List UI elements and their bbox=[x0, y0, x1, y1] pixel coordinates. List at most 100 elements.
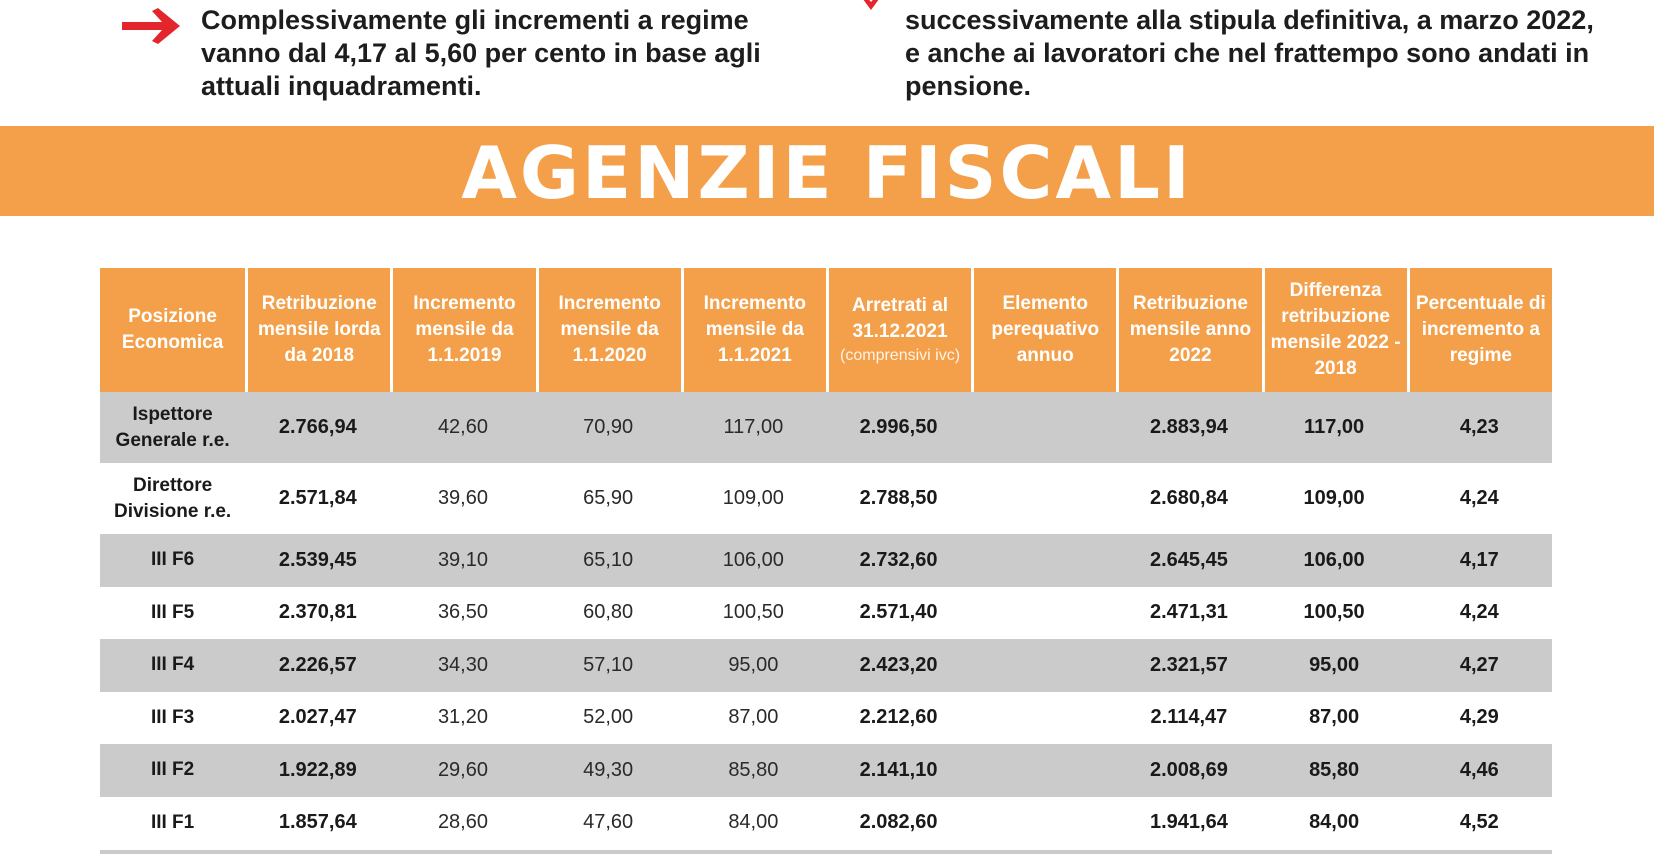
intro-right-paragraph: successivamente alla stipula definitiva,… bbox=[905, 4, 1605, 103]
cell-posizione: Ispettore Generale r.e. bbox=[100, 392, 246, 463]
cell-incremento-2019: 34,30 bbox=[390, 639, 536, 692]
cell-incremento-2019: 42,60 bbox=[390, 392, 536, 463]
banner-title: AGENZIE FISCALI bbox=[461, 131, 1193, 215]
cell-differenza: 84,00 bbox=[1261, 796, 1407, 849]
cell-differenza: 85,80 bbox=[1261, 744, 1407, 797]
cell-arretrati: 2.212,60 bbox=[825, 691, 972, 744]
cell-incremento-2020: 52,00 bbox=[535, 691, 681, 744]
cell-retribuzione-2022: 2.471,31 bbox=[1116, 586, 1262, 639]
table-row: III F5 2.370,81 36,50 60,80 100,50 2.571… bbox=[100, 586, 1552, 639]
cell-incremento-2021: 85,80 bbox=[680, 744, 826, 797]
header-posizione: Posizione Economica bbox=[100, 268, 246, 392]
cell-incremento-2021: 84,00 bbox=[680, 796, 826, 849]
cell-percentuale: 4,23 bbox=[1406, 392, 1552, 463]
table-row: III F3 2.027,47 31,20 52,00 87,00 2.212,… bbox=[100, 691, 1552, 744]
cell-retribuzione-2018: 2.370,81 bbox=[245, 586, 391, 639]
cell-percentuale: 4,46 bbox=[1406, 744, 1552, 797]
cell-incremento-2020: 65,90 bbox=[535, 463, 681, 534]
cell-incremento-2020: 60,80 bbox=[535, 586, 681, 639]
cell-arretrati: 2.141,10 bbox=[825, 744, 972, 797]
intro-right-text: successivamente alla stipula definitiva,… bbox=[905, 5, 1594, 101]
header-retribuzione-2022: Retribuzione mensile anno 2022 bbox=[1116, 268, 1262, 392]
intro-left-paragraph: Complessivamente gli incrementi a regime… bbox=[201, 4, 821, 103]
salary-table: Posizione Economica Retribuzione mensile… bbox=[100, 268, 1552, 849]
cell-posizione: III F4 bbox=[100, 639, 246, 692]
header-arretrati-note: (comprensivi ivc) bbox=[840, 347, 961, 364]
cell-differenza: 87,00 bbox=[1261, 691, 1407, 744]
table-row: III F6 2.539,45 39,10 65,10 106,00 2.732… bbox=[100, 534, 1552, 587]
cell-elemento-perequativo bbox=[971, 463, 1117, 534]
table-row: Ispettore Generale r.e. 2.766,94 42,60 7… bbox=[100, 392, 1552, 463]
cell-differenza: 109,00 bbox=[1261, 463, 1407, 534]
cell-retribuzione-2018: 2.571,84 bbox=[245, 463, 391, 534]
header-incremento-2020: Incremento mensile da 1.1.2020 bbox=[535, 268, 681, 392]
cell-posizione: III F2 bbox=[100, 744, 246, 797]
cell-retribuzione-2022: 2.321,57 bbox=[1116, 639, 1262, 692]
cell-incremento-2021: 106,00 bbox=[680, 534, 826, 587]
cell-retribuzione-2022: 1.941,64 bbox=[1116, 796, 1262, 849]
arrow-right-icon bbox=[122, 8, 180, 44]
cell-incremento-2019: 31,20 bbox=[390, 691, 536, 744]
header-elemento-perequativo: Elemento perequativo annuo bbox=[971, 268, 1117, 392]
cell-percentuale: 4,29 bbox=[1406, 691, 1552, 744]
table-row: Direttore Divisione r.e. 2.571,84 39,60 … bbox=[100, 463, 1552, 534]
header-differenza: Differenza retribuzione mensile 2022 - 2… bbox=[1261, 268, 1407, 392]
header-incremento-2019: Incremento mensile da 1.1.2019 bbox=[390, 268, 536, 392]
cell-arretrati: 2.788,50 bbox=[825, 463, 972, 534]
cell-incremento-2019: 29,60 bbox=[390, 744, 536, 797]
table-body: Ispettore Generale r.e. 2.766,94 42,60 7… bbox=[100, 392, 1552, 849]
cell-differenza: 95,00 bbox=[1261, 639, 1407, 692]
cell-percentuale: 4,52 bbox=[1406, 796, 1552, 849]
header-percentuale: Percentuale di incremento a regime bbox=[1406, 268, 1552, 392]
cell-percentuale: 4,24 bbox=[1406, 586, 1552, 639]
cell-retribuzione-2018: 1.857,64 bbox=[245, 796, 391, 849]
cell-posizione: III F1 bbox=[100, 796, 246, 849]
cell-elemento-perequativo bbox=[971, 586, 1117, 639]
cell-retribuzione-2018: 2.226,57 bbox=[245, 639, 391, 692]
header-incremento-2021: Incremento mensile da 1.1.2021 bbox=[680, 268, 826, 392]
cell-retribuzione-2018: 2.539,45 bbox=[245, 534, 391, 587]
cell-incremento-2020: 70,90 bbox=[535, 392, 681, 463]
cell-retribuzione-2022: 2.114,47 bbox=[1116, 691, 1262, 744]
cell-retribuzione-2022: 2.645,45 bbox=[1116, 534, 1262, 587]
cell-incremento-2021: 95,00 bbox=[680, 639, 826, 692]
cell-arretrati: 2.423,20 bbox=[825, 639, 972, 692]
cell-arretrati: 2.996,50 bbox=[825, 392, 972, 463]
cell-retribuzione-2022: 2.680,84 bbox=[1116, 463, 1262, 534]
cell-retribuzione-2018: 2.027,47 bbox=[245, 691, 391, 744]
cell-incremento-2021: 100,50 bbox=[680, 586, 826, 639]
cell-incremento-2020: 49,30 bbox=[535, 744, 681, 797]
arrow-down-icon bbox=[863, 0, 879, 10]
cell-incremento-2019: 39,60 bbox=[390, 463, 536, 534]
cell-retribuzione-2022: 2.008,69 bbox=[1116, 744, 1262, 797]
cell-percentuale: 4,24 bbox=[1406, 463, 1552, 534]
cell-elemento-perequativo bbox=[971, 392, 1117, 463]
cell-posizione: III F5 bbox=[100, 586, 246, 639]
table-header: Posizione Economica Retribuzione mensile… bbox=[100, 268, 1552, 392]
cell-elemento-perequativo bbox=[971, 639, 1117, 692]
cell-elemento-perequativo bbox=[971, 691, 1117, 744]
cell-percentuale: 4,27 bbox=[1406, 639, 1552, 692]
cell-differenza: 117,00 bbox=[1261, 392, 1407, 463]
cell-elemento-perequativo bbox=[971, 534, 1117, 587]
cell-arretrati: 2.082,60 bbox=[825, 796, 972, 849]
cell-incremento-2020: 57,10 bbox=[535, 639, 681, 692]
cell-arretrati: 2.732,60 bbox=[825, 534, 972, 587]
table-row: III F2 1.922,89 29,60 49,30 85,80 2.141,… bbox=[100, 744, 1552, 797]
header-arretrati: Arretrati al 31.12.2021 (comprensivi ivc… bbox=[825, 268, 972, 392]
cell-retribuzione-2018: 2.766,94 bbox=[245, 392, 391, 463]
cell-incremento-2019: 36,50 bbox=[390, 586, 536, 639]
cell-incremento-2021: 117,00 bbox=[680, 392, 826, 463]
cell-differenza: 106,00 bbox=[1261, 534, 1407, 587]
header-row: Posizione Economica Retribuzione mensile… bbox=[100, 268, 1552, 392]
cell-differenza: 100,50 bbox=[1261, 586, 1407, 639]
cell-incremento-2021: 109,00 bbox=[680, 463, 826, 534]
cell-posizione: Direttore Divisione r.e. bbox=[100, 463, 246, 534]
cell-incremento-2020: 65,10 bbox=[535, 534, 681, 587]
cell-retribuzione-2022: 2.883,94 bbox=[1116, 392, 1262, 463]
intro-left-text: Complessivamente gli incrementi a regime… bbox=[201, 5, 761, 101]
cell-elemento-perequativo bbox=[971, 796, 1117, 849]
cell-percentuale: 4,17 bbox=[1406, 534, 1552, 587]
section-banner: AGENZIE FISCALI bbox=[0, 126, 1654, 216]
cell-incremento-2021: 87,00 bbox=[680, 691, 826, 744]
